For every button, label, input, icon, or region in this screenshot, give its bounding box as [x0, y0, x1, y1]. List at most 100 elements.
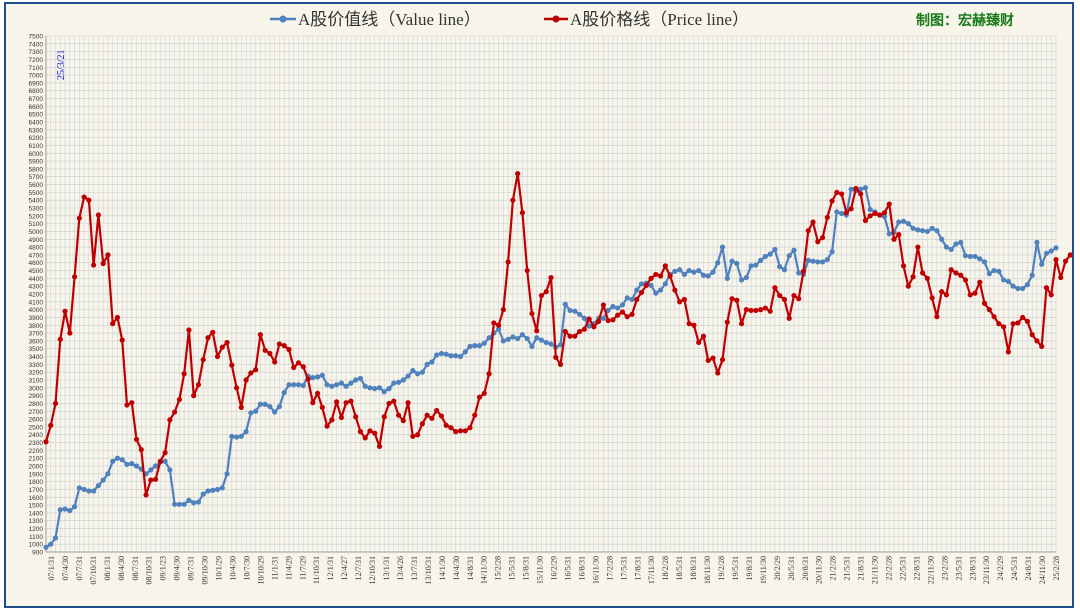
data-point-price	[591, 324, 597, 330]
y-tick-label: 6400	[29, 120, 44, 127]
data-point-price	[505, 259, 511, 265]
data-point-value	[672, 268, 678, 274]
data-point-value	[367, 385, 373, 391]
data-point-price	[534, 328, 540, 334]
data-point-price	[195, 382, 202, 388]
data-point-price	[548, 274, 554, 281]
y-tick-label: 4300	[29, 284, 44, 291]
data-point-price	[562, 328, 568, 335]
data-point-price	[948, 267, 954, 273]
data-point-price	[400, 418, 406, 424]
data-point-value	[376, 385, 383, 391]
x-tick-label: 09/1/23	[159, 556, 168, 580]
data-point-value	[996, 268, 1002, 274]
data-point-price	[543, 289, 549, 295]
data-point-price	[958, 272, 964, 278]
x-axis: 07/1/31 07/4/30 07/7/31 07/10/31 08/1/31 08/4…	[47, 556, 1061, 584]
data-point-price	[824, 214, 830, 220]
x-tick-label: 15/5/31	[508, 556, 517, 580]
data-point-value	[281, 389, 287, 396]
y-tick-label: 1500	[29, 503, 44, 510]
data-point-value	[348, 380, 354, 386]
x-tick-label: 18/8/31	[689, 556, 698, 580]
data-point-value	[57, 507, 63, 513]
y-tick-label: 7400	[29, 41, 44, 48]
y-tick-label: 1700	[29, 487, 44, 494]
data-point-value	[152, 463, 159, 469]
data-point-price	[438, 413, 445, 419]
data-point-price	[281, 343, 287, 349]
data-point-value	[910, 225, 916, 231]
line-chart: 9001000110012001300140015001600170018001…	[29, 10, 1072, 584]
data-point-value	[1053, 245, 1059, 251]
data-point-price	[929, 295, 935, 301]
y-tick-label: 1100	[29, 534, 43, 541]
data-point-price	[524, 267, 530, 274]
data-point-price	[415, 432, 421, 438]
data-point-price	[43, 439, 49, 445]
x-tick-label: 10/4/30	[228, 556, 237, 580]
data-point-price	[700, 333, 707, 339]
x-tick-label: 09/4/30	[173, 556, 182, 580]
data-point-price	[129, 400, 135, 406]
x-tick-label: 14/8/31	[466, 556, 475, 580]
data-point-value	[133, 463, 140, 469]
data-point-price	[286, 346, 292, 353]
data-point-value	[324, 382, 330, 388]
data-point-price	[615, 312, 621, 318]
data-point-price	[376, 443, 383, 450]
data-point-value	[243, 429, 249, 435]
data-point-price	[981, 300, 988, 306]
data-point-price	[133, 436, 140, 443]
y-tick-label: 5100	[29, 221, 44, 228]
data-point-value	[572, 308, 578, 314]
data-point-value	[900, 218, 907, 224]
data-point-price	[886, 201, 892, 207]
x-tick-label: 08/1/31	[103, 556, 112, 580]
data-point-price	[510, 197, 516, 203]
y-tick-label: 2700	[29, 409, 44, 416]
data-point-price	[1000, 324, 1007, 330]
data-point-price	[348, 398, 354, 404]
x-tick-label: 23/8/31	[968, 556, 977, 580]
data-point-value	[219, 485, 225, 491]
y-tick-label: 1600	[29, 495, 44, 502]
data-point-price	[920, 270, 926, 276]
data-point-price	[581, 326, 587, 332]
data-point-value	[1015, 285, 1021, 292]
data-point-value	[357, 375, 364, 382]
data-point-price	[276, 341, 283, 347]
data-point-price	[391, 398, 397, 404]
data-point-price	[295, 360, 302, 366]
x-tick-label: 15/2/28	[494, 556, 503, 580]
y-tick-label: 2000	[29, 464, 44, 471]
data-point-price	[596, 318, 602, 324]
data-point-price	[291, 364, 297, 371]
data-point-value	[696, 267, 702, 274]
data-point-value	[986, 271, 992, 277]
data-point-value	[657, 287, 664, 293]
x-tick-label: 15/11/30	[536, 556, 545, 584]
data-point-price	[248, 370, 254, 376]
data-point-value	[605, 307, 611, 314]
data-point-value	[167, 467, 173, 473]
data-point-value	[91, 488, 97, 494]
data-point-price	[829, 198, 835, 204]
data-point-price	[76, 215, 82, 221]
legend-label-value: A股价值线（Value line）	[298, 10, 481, 29]
data-point-price	[57, 336, 63, 342]
data-point-value	[400, 377, 406, 383]
data-point-value	[515, 335, 521, 342]
data-point-value	[495, 326, 502, 332]
data-point-price	[600, 302, 607, 308]
data-point-price	[91, 262, 97, 268]
data-point-price	[1015, 320, 1021, 326]
x-tick-label: 08/7/31	[131, 556, 140, 580]
data-point-price	[219, 344, 225, 350]
data-point-value	[781, 267, 788, 273]
legend-label-price: A股价格线（Price line）	[570, 10, 749, 29]
grid	[45, 35, 1057, 553]
y-tick-label: 4900	[29, 237, 44, 244]
y-tick-label: 2800	[29, 401, 44, 408]
y-axis: 9001000110012001300140015001600170018001…	[29, 34, 44, 557]
